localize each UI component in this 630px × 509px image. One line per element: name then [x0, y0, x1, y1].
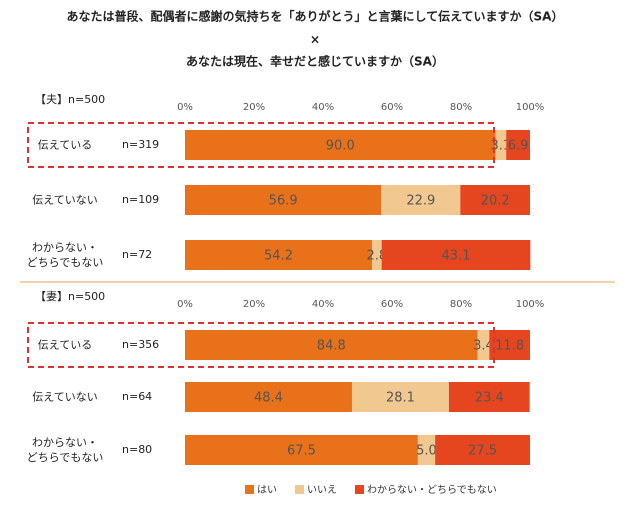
value-label: 23.4: [475, 391, 504, 406]
n-label: n=72: [122, 248, 152, 261]
n-label: n=319: [122, 138, 159, 151]
x-tick-label: 60%: [381, 102, 403, 113]
value-label: 11.8: [495, 339, 524, 354]
n-label: n=64: [122, 390, 152, 403]
title-line: あなたは普段、配偶者に感謝の気持ちを「ありがとう」と言葉にして伝えていますか（S…: [67, 9, 564, 24]
highlight-box: [27, 322, 495, 368]
x-tick-label: 100%: [516, 102, 545, 113]
bar-segment: [381, 240, 531, 270]
value-label: 20.2: [481, 194, 510, 209]
bar-segment: [185, 435, 418, 465]
value-label: 48.4: [254, 391, 283, 406]
title-line: ×: [310, 33, 320, 47]
bar-segment: [185, 130, 496, 160]
value-label: 90.0: [326, 139, 355, 154]
bar-segment: [185, 330, 478, 360]
x-tick-label: 0%: [177, 102, 193, 113]
n-label: n=80: [122, 443, 152, 456]
value-label: 27.5: [468, 444, 497, 459]
value-label: 3.4: [473, 339, 494, 354]
x-tick-label: 40%: [312, 102, 334, 113]
bar-segment: [381, 185, 461, 215]
legend-label: はい: [257, 484, 277, 496]
bar-segment: [351, 382, 449, 412]
category-label: 伝えていない: [32, 193, 98, 207]
n-label: n=109: [122, 193, 159, 206]
legend-label: いいえ: [307, 484, 337, 496]
value-label: 56.9: [269, 194, 298, 209]
value-label: 3.1: [491, 139, 512, 154]
bar-segment: [506, 130, 530, 160]
value-label: 28.1: [386, 391, 415, 406]
x-tick-label: 80%: [450, 102, 472, 113]
x-tick-label: 40%: [312, 299, 334, 310]
bar-segment: [371, 240, 382, 270]
bar-segment: [185, 240, 372, 270]
bar-segment: [495, 130, 507, 160]
category-label: わからない・ どちらでもない: [26, 436, 104, 464]
category-label: 伝えていない: [32, 390, 98, 404]
bar-segment: [448, 382, 530, 412]
category-label: 伝えている: [37, 138, 93, 152]
bar-segment: [435, 435, 530, 465]
value-label: 54.2: [264, 249, 293, 264]
value-label: 67.5: [287, 444, 316, 459]
x-tick-label: 0%: [177, 299, 193, 310]
bar-segment: [185, 185, 382, 215]
group-label: 【妻】n=500: [35, 290, 105, 303]
value-label: 6.9: [508, 139, 529, 154]
x-tick-label: 20%: [243, 102, 265, 113]
category-label: 伝えている: [37, 338, 93, 352]
x-tick-label: 60%: [381, 299, 403, 310]
bar-segment: [417, 435, 436, 465]
category-label: わからない・ どちらでもない: [26, 241, 104, 269]
group-label: 【夫】n=500: [35, 93, 105, 106]
bar-segment: [477, 330, 490, 360]
value-label: 22.9: [406, 194, 435, 209]
legend-label: わからない・どちらでもない: [367, 484, 497, 496]
bar-segment: [489, 330, 530, 360]
value-label: 43.1: [442, 249, 471, 264]
bar-segment: [185, 382, 352, 412]
x-tick-label: 20%: [243, 299, 265, 310]
legend-swatch: [245, 485, 254, 494]
x-tick-label: 80%: [450, 299, 472, 310]
value-label: 5.0: [416, 444, 437, 459]
x-tick-label: 100%: [516, 299, 545, 310]
bar-segment: [460, 185, 530, 215]
highlight-box: [27, 122, 495, 168]
n-label: n=356: [122, 338, 159, 351]
legend-swatch: [355, 485, 364, 494]
legend-swatch: [295, 485, 304, 494]
title-line: あなたは現在、幸せだと感じていますか（SA）: [186, 54, 444, 69]
value-label: 84.8: [317, 339, 346, 354]
